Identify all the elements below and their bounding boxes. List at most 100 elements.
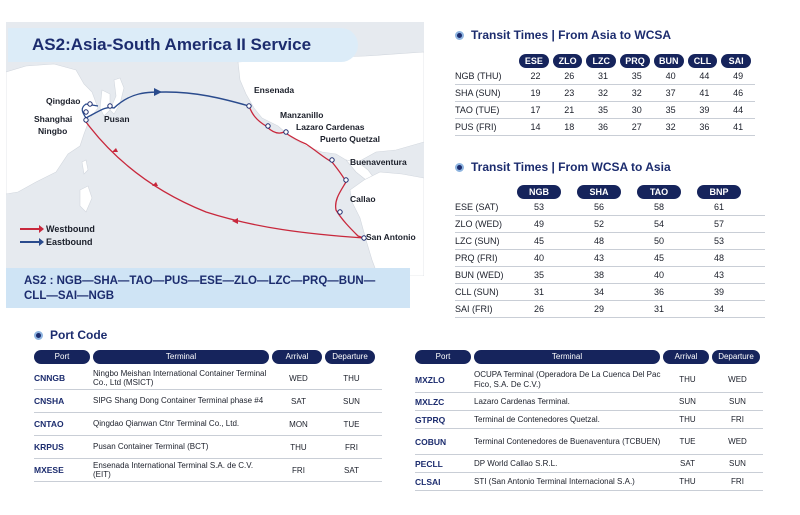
col-header: ESE xyxy=(519,54,549,68)
row-label: LZC (SUN) xyxy=(455,236,500,246)
arrival-day: TUE xyxy=(679,437,696,446)
table-row: PECLL DP World Callao S.R.L. SAT SUN xyxy=(415,455,763,473)
row-label: BUN (WED) xyxy=(455,270,504,280)
port-code: MXESE xyxy=(34,465,64,475)
cell: 45 xyxy=(533,236,544,246)
cell: 30 xyxy=(631,105,642,115)
table-row: TAO (TUE) 17 21 35 30 35 39 44 xyxy=(455,102,755,119)
terminal-name: SIPG Shang Dong Container Terminal phase… xyxy=(93,396,264,406)
col-header: SAI xyxy=(721,54,752,68)
westbound-line-icon xyxy=(20,224,44,233)
header-port: Port xyxy=(34,350,90,364)
table-row: MXZLO OCUPA Terminal (Operadora De La Cu… xyxy=(415,367,763,393)
table-row: PUS (FRI) 14 18 36 27 32 36 41 xyxy=(455,119,755,136)
cell: 35 xyxy=(631,71,642,81)
asia-to-wcsa-table: ESE ZLO LZC PRQ BUN CLL SAI NGB (THU) 22… xyxy=(455,54,755,136)
col-header: BNP xyxy=(697,185,741,199)
row-label: SAI (FRI) xyxy=(455,304,493,314)
cell: 31 xyxy=(533,287,544,297)
port-label-pusan: Pusan xyxy=(104,114,130,124)
port-rotation-text: AS2 : NGB―SHA―TAO―PUS―ESE―ZLO―LZC―PRQ―BU… xyxy=(24,275,376,302)
port-label-manzanillo: Manzanillo xyxy=(280,110,324,120)
route-map: AS2:Asia-South America II Service Qingda… xyxy=(6,22,424,276)
table-row: CNTAO Qingdao Qianwan Ctnr Terminal Co.,… xyxy=(34,413,382,436)
asia-to-wcsa-title: Transit Times | From Asia to WCSA xyxy=(471,28,672,42)
cell: 39 xyxy=(699,105,710,115)
table-row: LZC (SUN) 45 48 50 53 xyxy=(455,233,765,250)
terminal-name: Qingdao Qianwan Ctnr Terminal Co., Ltd. xyxy=(93,419,240,429)
cell: 44 xyxy=(733,105,744,115)
cell: 36 xyxy=(653,287,664,297)
port-label-shanghai: Shanghai xyxy=(34,114,73,124)
port-label-ningbo: Ningbo xyxy=(38,126,68,136)
col-header: PRQ xyxy=(620,54,650,68)
cell: 40 xyxy=(653,270,664,280)
legend-eastbound: Eastbound xyxy=(20,235,95,248)
arrival-day: THU xyxy=(679,375,696,384)
col-header: LZC xyxy=(586,54,617,68)
port-code: COBUN xyxy=(415,436,447,447)
port-code-table-left: Port Terminal Arrival Departure CNNGB Ni… xyxy=(34,350,382,482)
table-row: CNNGB Ningbo Meishan International Conta… xyxy=(34,367,382,390)
cell: 48 xyxy=(713,253,724,263)
cell: 14 xyxy=(530,122,541,132)
cell: 32 xyxy=(598,88,609,98)
departure-day: SAT xyxy=(344,465,359,475)
cell: 38 xyxy=(593,270,604,280)
port-code-table-right: Port Terminal Arrival Departure MXZLO OC… xyxy=(415,350,763,491)
arrival-day: FRI xyxy=(292,465,305,475)
cell: 35 xyxy=(598,105,609,115)
table-row: CNSHA SIPG Shang Dong Container Terminal… xyxy=(34,390,382,413)
row-label: ZLO (WED) xyxy=(455,219,502,229)
cell: 32 xyxy=(665,122,676,132)
arrival-day: WED xyxy=(289,373,308,383)
port-code: MXLZC xyxy=(415,396,445,407)
port-code-title: Port Code xyxy=(50,328,108,342)
header-departure: Departure xyxy=(712,350,760,364)
port-code-header: Port Terminal Arrival Departure xyxy=(34,350,382,365)
departure-day: WED xyxy=(728,437,747,446)
cell: 43 xyxy=(713,270,724,280)
wcsa-to-asia-heading: Transit Times | From WCSA to Asia xyxy=(455,160,671,174)
bullet-icon xyxy=(455,162,464,172)
cell: 23 xyxy=(564,88,575,98)
header-port: Port xyxy=(415,350,471,364)
port-label-san-antonio: San Antonio xyxy=(366,232,416,242)
terminal-name: Terminal de Contenedores Quetzal. xyxy=(474,414,600,424)
table-row: BUN (WED) 35 38 40 43 xyxy=(455,267,765,284)
col-header: SHA xyxy=(577,185,621,199)
port-label-callao: Callao xyxy=(350,194,376,204)
row-label: NGB (THU) xyxy=(455,71,502,81)
port-code: CNNGB xyxy=(34,373,66,383)
departure-day: SUN xyxy=(729,397,746,406)
cell: 39 xyxy=(713,287,724,297)
table-row: NGB (THU) 22 26 31 35 40 44 49 xyxy=(455,68,755,85)
cell: 40 xyxy=(665,71,676,81)
cell: 41 xyxy=(733,122,744,132)
departure-day: TUE xyxy=(343,419,360,429)
cell: 40 xyxy=(533,253,544,263)
terminal-name: Ensenada International Terminal S.A. de … xyxy=(93,460,254,480)
terminal-name: Lazaro Cardenas Terminal. xyxy=(474,396,570,406)
cell: 53 xyxy=(713,236,724,246)
map-legend: Westbound Eastbound xyxy=(20,222,95,248)
arrival-day: THU xyxy=(679,415,696,424)
table-row: MXLZC Lazaro Cardenas Terminal. SUN SUN xyxy=(415,393,763,411)
header-terminal: Terminal xyxy=(93,350,269,364)
westbound-ocean-route xyxy=(85,121,365,239)
map-graphic xyxy=(6,51,424,276)
cell: 26 xyxy=(564,71,575,81)
westbound-arrow-icon xyxy=(232,218,238,224)
cell: 45 xyxy=(653,253,664,263)
table-row: GTPRQ Terminal de Contenedores Quetzal. … xyxy=(415,411,763,429)
cell: 50 xyxy=(653,236,664,246)
arrival-day: THU xyxy=(679,477,696,486)
port-code: PECLL xyxy=(415,458,443,469)
cell: 35 xyxy=(665,105,676,115)
eastbound-line-icon xyxy=(20,237,44,246)
table-row: PRQ (FRI) 40 43 45 48 xyxy=(455,250,765,267)
table-row: CLL (SUN) 31 34 36 39 xyxy=(455,284,765,301)
row-label: ESE (SAT) xyxy=(455,202,499,212)
departure-day: FRI xyxy=(731,477,744,486)
port-dots xyxy=(83,101,367,241)
